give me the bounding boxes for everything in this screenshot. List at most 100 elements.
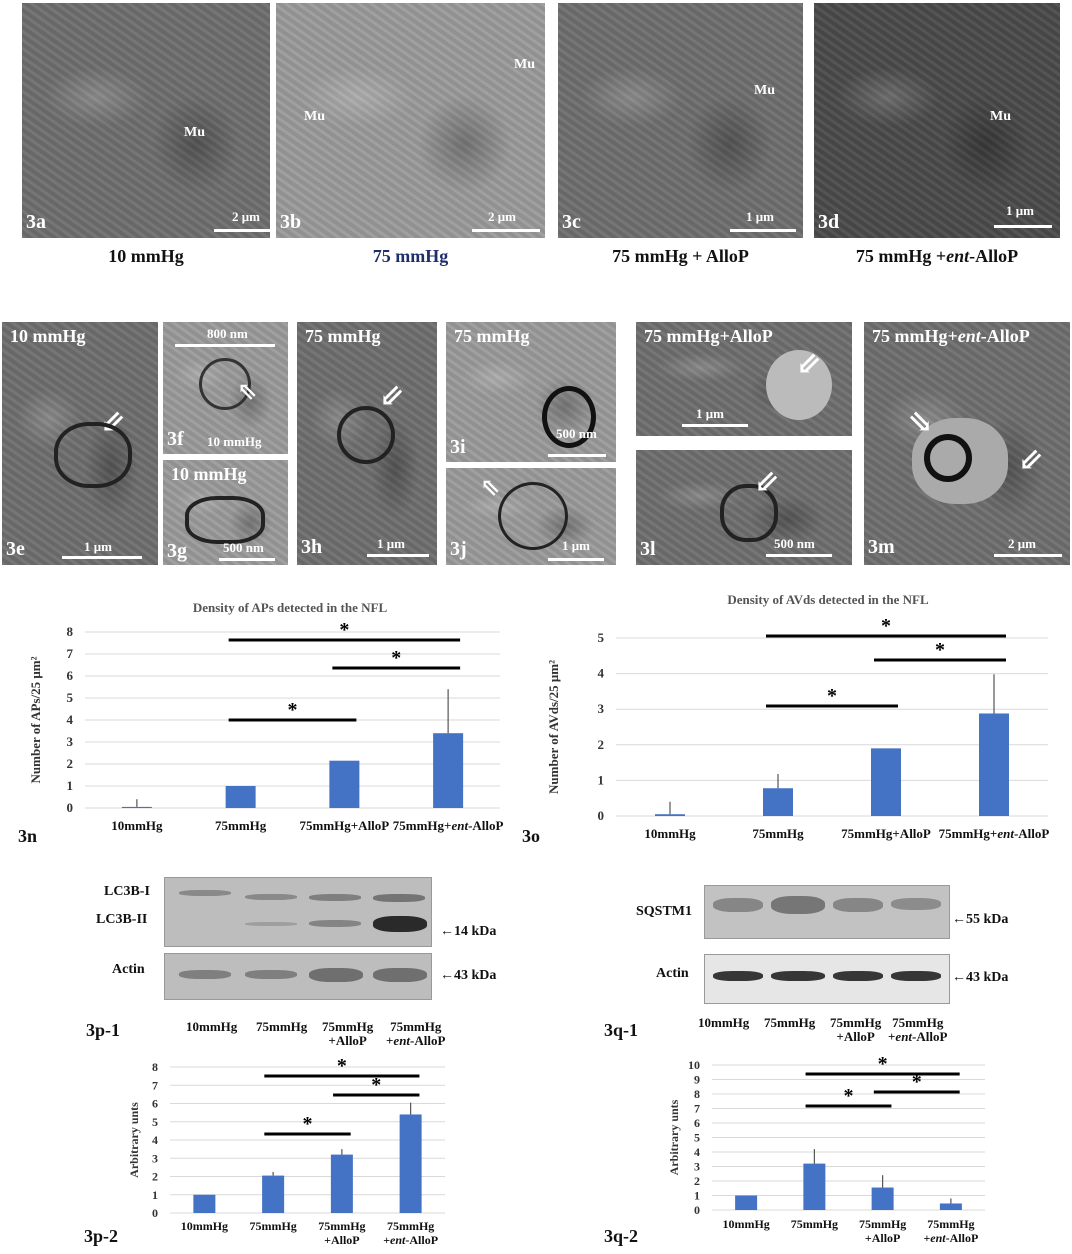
scale-bar bbox=[548, 558, 604, 561]
panel-tag: 3f bbox=[167, 428, 184, 450]
y-tick-label: 2 bbox=[67, 756, 74, 771]
panel-tag: 3j bbox=[450, 538, 467, 560]
scale-bar-label: 2 μm bbox=[1008, 536, 1036, 551]
category-label: +AlloP bbox=[865, 1231, 901, 1245]
lc3b-i-label: LC3B-I bbox=[104, 884, 150, 899]
panel-tag: 3d bbox=[818, 211, 840, 233]
y-tick-label: 1 bbox=[67, 778, 74, 793]
arrow-icon: ⇙ bbox=[754, 466, 780, 499]
scale-bar-label: 1 μm bbox=[377, 536, 405, 551]
panel-tag: 3h bbox=[301, 536, 323, 558]
condition-label: 10 mmHg bbox=[207, 434, 262, 449]
category-label: 75mmHg+ent-AlloP bbox=[393, 818, 504, 833]
y-tick-label: 5 bbox=[598, 630, 605, 645]
y-tick-label: 2 bbox=[694, 1174, 700, 1188]
mu-label: Mu bbox=[304, 109, 325, 124]
scale-bar-label: 1 μm bbox=[696, 406, 724, 421]
bar bbox=[225, 786, 256, 808]
panel-tag: 3b bbox=[280, 211, 302, 233]
band bbox=[373, 968, 427, 982]
scale-bar-label: 500 nm bbox=[556, 426, 597, 441]
lane-label: 10mmHg bbox=[698, 1015, 750, 1030]
panel-tag: 3l bbox=[640, 538, 656, 560]
bar bbox=[330, 1154, 353, 1213]
em-panel-3l: ⇙ 500 nm 3l bbox=[636, 450, 852, 565]
category-label: 75mmHg+AlloP bbox=[841, 826, 931, 841]
em-panel-3e: 10 mmHg ⇙ 1 μm 3e bbox=[2, 322, 158, 565]
band bbox=[891, 898, 941, 910]
chart-title: Density of AVds detected in the NFL bbox=[727, 592, 929, 607]
em-panel-3h: 75 mmHg ⇙ 1 μm 3h bbox=[297, 322, 437, 565]
bar bbox=[329, 760, 360, 808]
em-panel-3f: 800 nm ⇖ 3f 10 mmHg bbox=[163, 322, 288, 454]
band bbox=[771, 971, 825, 981]
scale-bar bbox=[62, 556, 142, 559]
category-label: 10mmHg bbox=[181, 1219, 228, 1233]
panel-tag: 3c bbox=[562, 211, 581, 233]
bar bbox=[193, 1194, 216, 1213]
panel-tag: 3g bbox=[167, 540, 187, 562]
category-label: +ent-AlloP bbox=[923, 1231, 978, 1245]
panel-label-3n: 3n bbox=[18, 826, 38, 846]
panel-label-3q-2: 3q-2 bbox=[604, 1226, 639, 1246]
y-tick-label: 10 bbox=[688, 1058, 700, 1072]
arrow-icon: ⇙ bbox=[379, 380, 405, 413]
category-label: 75mmHg+AlloP bbox=[300, 818, 390, 833]
condition-label-75: 75 mmHg bbox=[372, 246, 449, 266]
band bbox=[771, 896, 825, 914]
autophagosome bbox=[337, 406, 395, 464]
scale-bar-label: 2 μm bbox=[232, 209, 260, 224]
mu-label-2: Mu bbox=[514, 57, 535, 72]
significance-star: * bbox=[912, 1071, 922, 1093]
y-tick-label: 8 bbox=[694, 1087, 700, 1101]
autophagosome bbox=[720, 484, 778, 542]
y-tick-label: 3 bbox=[67, 734, 74, 749]
em-panel-3d: Mu 1 μm 3d bbox=[814, 3, 1060, 238]
y-tick-label: 9 bbox=[694, 1073, 700, 1087]
vesicle bbox=[498, 482, 568, 550]
significance-star: * bbox=[288, 699, 298, 721]
vesicle bbox=[185, 496, 265, 544]
y-tick-label: 3 bbox=[152, 1151, 158, 1165]
scale-bar-label: 800 nm bbox=[207, 326, 248, 341]
scale-bar bbox=[766, 554, 832, 557]
category-label: 75mmHg bbox=[791, 1217, 838, 1231]
scale-bar-label: 1 μm bbox=[746, 209, 774, 224]
band bbox=[245, 970, 297, 979]
lane-label: 75mmHg +AlloP bbox=[322, 1019, 374, 1049]
scale-bar-label: 1 μm bbox=[84, 539, 112, 554]
category-label: 75mmHg+ent-AlloP bbox=[939, 826, 1050, 841]
band bbox=[309, 920, 361, 927]
chart-3p-2: 0 1 2 3 4 5 6 7 8 Arbitrary unts 10mmHg 75mmHg 75mmH… bbox=[127, 1055, 445, 1247]
lane-label: 75mmHg +ent-AlloP bbox=[386, 1019, 446, 1049]
y-tick-label: 8 bbox=[152, 1060, 158, 1074]
y-tick-label: 8 bbox=[67, 624, 74, 639]
y-tick-label: 6 bbox=[67, 668, 74, 683]
y-tick-label: 2 bbox=[152, 1170, 158, 1184]
arrow-icon: ⇙ bbox=[796, 348, 822, 381]
y-axis-label: Arbitrary unts bbox=[667, 1099, 681, 1175]
kda-55-label: ←55 kDa bbox=[952, 912, 1009, 927]
panel-title: 75 mmHg bbox=[305, 326, 381, 346]
category-label: 75mmHg bbox=[318, 1219, 365, 1233]
panel-tag: 3e bbox=[6, 538, 25, 560]
y-tick-label: 4 bbox=[694, 1145, 700, 1159]
bar bbox=[655, 814, 685, 816]
chart-title: Density of APs detected in the NFL bbox=[193, 600, 388, 615]
category-label: 75mmHg bbox=[927, 1217, 974, 1231]
scale-bar-label: 2 μm bbox=[488, 209, 516, 224]
bar bbox=[262, 1175, 285, 1213]
category-label: 75mmHg bbox=[215, 818, 267, 833]
em-panel-3c: Mu 1 μm 3c bbox=[558, 3, 803, 238]
condition-label-10: 10 mmHg bbox=[108, 246, 184, 266]
significance-star: * bbox=[339, 619, 349, 641]
category-label: +AlloP bbox=[324, 1233, 360, 1247]
panel-tag: 3a bbox=[26, 211, 46, 233]
lane-label: 10mmHg bbox=[186, 1019, 238, 1034]
scale-bar bbox=[682, 424, 748, 427]
blot-actin-q bbox=[704, 954, 950, 1004]
significance-star: * bbox=[881, 615, 891, 637]
scale-bar bbox=[175, 344, 275, 347]
scale-bar bbox=[472, 229, 540, 232]
